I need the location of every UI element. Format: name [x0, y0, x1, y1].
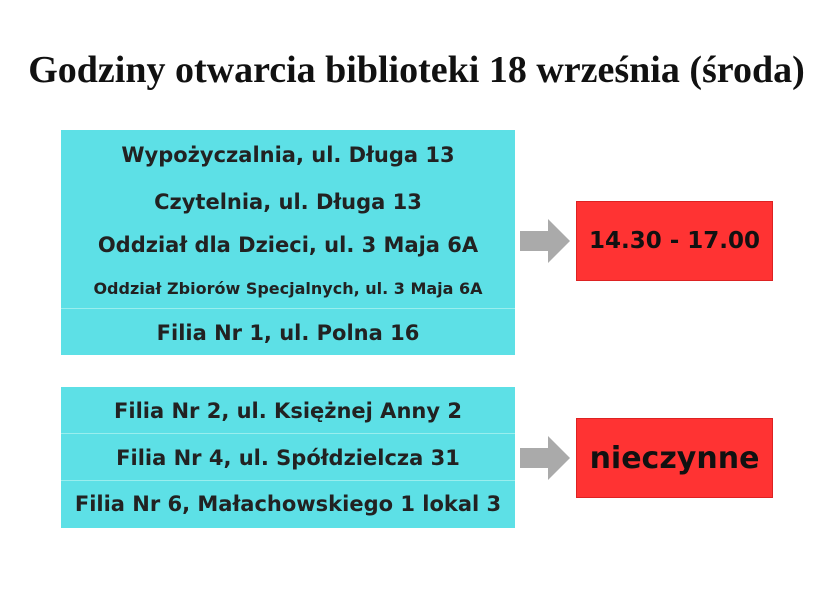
separator [61, 308, 515, 309]
hours: 14.30 - 17.00 [576, 201, 773, 281]
location: Oddział Zbiorów Specjalnych, ul. 3 Maja … [93, 279, 483, 298]
location: Oddział dla Dzieci, ul. 3 Maja 6A [97, 233, 479, 257]
separator [61, 480, 515, 481]
arrow [520, 219, 570, 263]
location: Filia Nr 4, ul. Spółdzielcza 31 [116, 446, 460, 470]
hours: nieczynne [576, 418, 773, 498]
location: Filia Nr 1, ul. Polna 16 [156, 321, 420, 345]
arrow [520, 436, 570, 480]
title: Godziny otwarcia biblioteki 18 września … [28, 49, 805, 91]
location: Wypożyczalnia, ul. Długa 13 [121, 143, 455, 167]
separator [61, 433, 515, 434]
location: Filia Nr 6, Małachowskiego 1 lokal 3 [74, 492, 502, 516]
location: Filia Nr 2, ul. Księżnej Anny 2 [114, 399, 462, 423]
location-box: Wypożyczalnia, ul. Długa 13 Czytelnia, u… [61, 130, 515, 355]
location: Czytelnia, ul. Długa 13 [154, 190, 422, 214]
location-box: Filia Nr 2, ul. Księżnej Anny 2 Filia Nr… [61, 387, 515, 528]
